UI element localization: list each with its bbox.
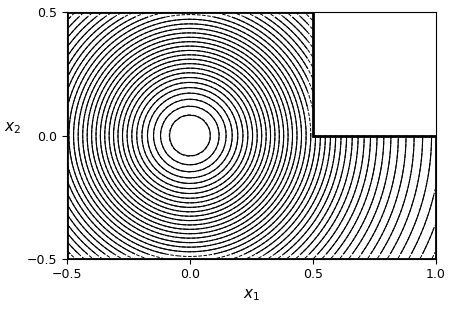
X-axis label: $x_1$: $x_1$ [243, 287, 260, 303]
Y-axis label: $x_2$: $x_2$ [4, 120, 21, 135]
